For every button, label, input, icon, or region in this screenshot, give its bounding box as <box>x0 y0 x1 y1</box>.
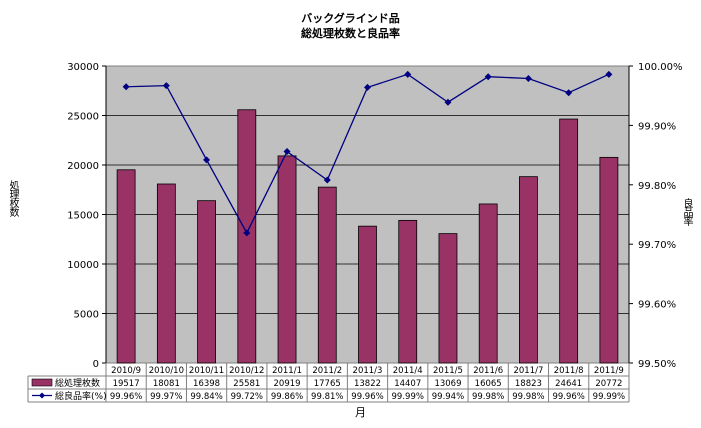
data-label-bar: 17765 <box>314 379 341 389</box>
data-label-bar: 16065 <box>475 379 502 389</box>
x-tick-label: 2011/5 <box>433 366 463 376</box>
data-label-bar: 13822 <box>354 379 381 389</box>
data-label-line: 99.99% <box>392 392 424 402</box>
y-right-tick-label: 99.80% <box>638 181 676 192</box>
y-right-tick-label: 99.50% <box>638 359 676 370</box>
bar <box>197 200 216 364</box>
x-tick-label: 2010/10 <box>149 366 184 376</box>
line-point <box>283 148 291 156</box>
x-tick-label: 2011/7 <box>513 366 543 376</box>
data-label-line: 99.81% <box>311 392 343 402</box>
y-left-tick-label: 25000 <box>67 112 99 123</box>
chart-subtitle: 総処理枚数と良品率 <box>301 27 400 40</box>
line-point <box>444 98 452 106</box>
bar <box>438 233 458 364</box>
line-point <box>404 70 412 78</box>
bar <box>599 156 619 364</box>
x-tick-label: 2011/1 <box>272 366 302 376</box>
y-axis-left-label: 処理枚数 <box>7 180 18 216</box>
x-tick-label: 2011/6 <box>473 366 503 376</box>
bar <box>358 225 377 364</box>
bar <box>116 169 136 364</box>
bar <box>317 186 337 364</box>
data-label-bar: 20919 <box>274 379 301 389</box>
bar <box>156 183 176 364</box>
bar <box>277 155 297 364</box>
legend-key-bars <box>31 378 53 387</box>
data-label-bar: 16398 <box>193 379 220 389</box>
data-label-line: 99.98% <box>472 392 504 402</box>
y-left-tick-label: 15000 <box>67 211 99 222</box>
x-tick-label: 2011/2 <box>312 366 342 376</box>
data-label-line: 99.84% <box>190 392 222 402</box>
line-point <box>364 83 371 91</box>
bar <box>398 219 418 364</box>
y-right-tick-label: 99.70% <box>638 240 676 251</box>
x-axis-label: 月 <box>355 406 366 419</box>
data-label-bar: 18081 <box>153 379 180 389</box>
data-label-bar: 24641 <box>555 379 582 389</box>
y-left-tick-label: 5000 <box>74 310 99 321</box>
data-label-bar: 13069 <box>434 379 461 389</box>
data-label-line: 99.98% <box>512 392 544 402</box>
data-label-line: 99.94% <box>432 392 464 402</box>
data-label-line: 99.72% <box>231 392 263 402</box>
x-tick-label: 2011/9 <box>594 366 624 376</box>
x-tick-label: 2010/9 <box>111 366 141 376</box>
y-right-tick-label: 99.90% <box>638 121 676 132</box>
y-left-tick-label: 30000 <box>67 62 99 73</box>
line-point <box>524 74 532 82</box>
y-left-tick-label: 10000 <box>67 260 99 271</box>
line-point <box>484 73 492 81</box>
line-point <box>203 156 211 164</box>
line-point <box>565 89 573 97</box>
data-label-bar: 20772 <box>595 379 622 389</box>
line-point <box>323 176 331 184</box>
line-point <box>243 229 251 237</box>
line-point <box>605 70 613 78</box>
data-label-line: 99.96% <box>110 392 142 402</box>
data-label-line: 99.99% <box>593 392 625 402</box>
data-label-bar: 14407 <box>394 379 421 389</box>
chart-title: バックグラインド品 <box>301 12 400 25</box>
x-tick-label: 2011/8 <box>554 366 584 376</box>
y-axis-right-label: 良品率 <box>681 198 692 225</box>
x-tick-label: 2010/11 <box>189 366 224 376</box>
y-left-tick-label: 20000 <box>67 161 99 172</box>
data-label-line: 99.96% <box>552 392 584 402</box>
legend-label-bars: 総処理枚数 <box>55 377 100 389</box>
y-right-tick-label: 99.60% <box>638 300 676 311</box>
line-point <box>162 82 170 90</box>
y-left-tick-label: 0 <box>93 359 99 370</box>
data-label-bar: 18823 <box>515 379 542 389</box>
x-tick-label: 2011/3 <box>353 366 383 376</box>
data-label-line: 99.86% <box>271 392 303 402</box>
legend-label-line: 総良品率(%) <box>55 390 107 402</box>
bar <box>559 118 579 364</box>
x-tick-label: 2010/12 <box>229 366 264 376</box>
data-label-line: 99.96% <box>351 392 383 402</box>
data-label-line: 99.97% <box>150 392 182 402</box>
bar <box>519 176 538 364</box>
line-point <box>122 83 130 91</box>
data-label-bar: 19517 <box>113 379 140 389</box>
y-right-tick-label: 100.00% <box>638 62 683 73</box>
data-label-bar: 25581 <box>233 379 260 389</box>
legend-key-marker <box>39 392 45 399</box>
bar <box>478 203 498 364</box>
x-tick-label: 2011/4 <box>393 366 423 376</box>
